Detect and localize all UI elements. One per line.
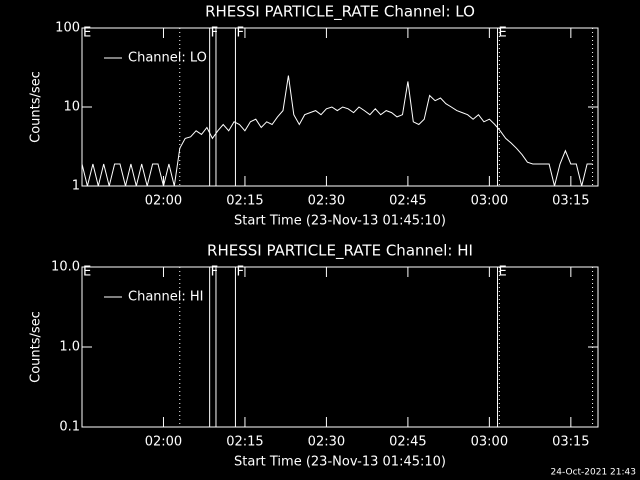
x-axis-label: Start Time (23-Nov-13 01:45:10) — [234, 455, 446, 470]
x-tick-label: 03:00 — [471, 194, 508, 209]
marker-label: F — [236, 26, 243, 41]
chart-title: RHESSI PARTICLE_RATE Channel: LO — [205, 3, 475, 22]
x-tick-label: 02:15 — [226, 435, 263, 450]
x-tick-label: 02:45 — [389, 435, 426, 450]
marker-label: F — [211, 265, 218, 280]
x-tick-label: 03:15 — [552, 194, 589, 209]
data-line — [81, 75, 593, 187]
x-tick-label: 02:00 — [145, 194, 182, 209]
y-axis-label: Counts/sec — [29, 71, 44, 143]
x-tick-label: 02:30 — [308, 194, 345, 209]
x-tick-label: 03:15 — [552, 435, 589, 450]
marker-label: E — [83, 26, 91, 41]
y-tick-label: 10 — [63, 100, 80, 115]
y-tick-label: 1 — [72, 179, 80, 194]
marker-label: F — [211, 26, 218, 41]
y-tick-label: 100 — [55, 21, 80, 36]
marker-label: E — [83, 265, 91, 280]
legend-label: Channel: LO — [128, 51, 207, 66]
x-tick-label: 02:15 — [226, 194, 263, 209]
footer: 24-Oct-2021 21:43 — [551, 468, 636, 478]
legend-label: Channel: HI — [128, 290, 204, 305]
marker-label: E — [499, 26, 507, 41]
marker-label: E — [499, 265, 507, 280]
x-tick-label: 02:00 — [145, 435, 182, 450]
y-axis-label: Counts/sec — [29, 311, 44, 383]
x-axis-label: Start Time (23-Nov-13 01:45:10) — [234, 214, 446, 229]
y-tick-label: 10.0 — [51, 260, 80, 275]
y-tick-label: 1.0 — [59, 340, 80, 355]
marker-label: F — [236, 265, 243, 280]
chart-title: RHESSI PARTICLE_RATE Channel: HI — [207, 242, 473, 261]
x-tick-label: 03:00 — [471, 435, 508, 450]
y-tick-label: 0.1 — [59, 420, 80, 435]
x-tick-label: 02:30 — [308, 435, 345, 450]
x-tick-label: 02:45 — [389, 194, 426, 209]
